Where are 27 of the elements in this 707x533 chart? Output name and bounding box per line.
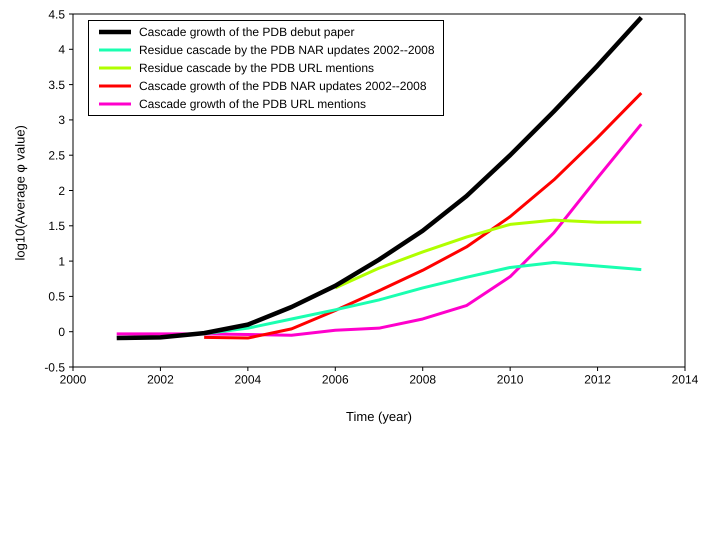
x-tick-label: 2008: [409, 372, 436, 387]
x-tick-label: 2014: [672, 372, 699, 387]
y-tick-label: 0.5: [48, 290, 66, 304]
y-tick-label: 1: [58, 254, 66, 268]
y-tick-label: 1.5: [48, 219, 66, 234]
y-tick-label: 3: [58, 113, 66, 128]
x-axis-title: Time (year): [346, 409, 412, 424]
legend-label: Cascade growth of the PDB NAR updates 2002--2008: [139, 78, 427, 95]
x-tick-label: 2004: [234, 372, 262, 387]
y-tick-label: 2.5: [48, 148, 66, 162]
x-tick-label: 2000: [60, 372, 87, 387]
y-tick-label: 3.5: [48, 78, 66, 92]
legend-label: Cascade growth of the PDB URL mentions: [139, 96, 366, 113]
legend-label: Residue cascade by the PDB NAR updates 2002--2008: [139, 42, 435, 59]
y-tick-label: 2: [58, 184, 66, 198]
line-series: [334, 218, 643, 290]
y-tick-label: -0.5: [44, 360, 66, 374]
x-tick-label: 2010: [496, 372, 524, 387]
x-tick-label: 2012: [584, 372, 612, 387]
y-axis-title: log10(Average φ value): [12, 125, 28, 260]
x-tick-label: 2006: [322, 372, 349, 387]
legend-label: Cascade growth of the PDB debut paper: [139, 24, 354, 41]
y-tick-label: 4.5: [48, 7, 66, 22]
legend-label: Residue cascade by the PDB URL mentions: [139, 60, 374, 77]
y-tick-label: 4: [58, 42, 66, 57]
y-tick-label: 0: [58, 324, 66, 339]
x-tick-label: 2002: [147, 372, 174, 387]
